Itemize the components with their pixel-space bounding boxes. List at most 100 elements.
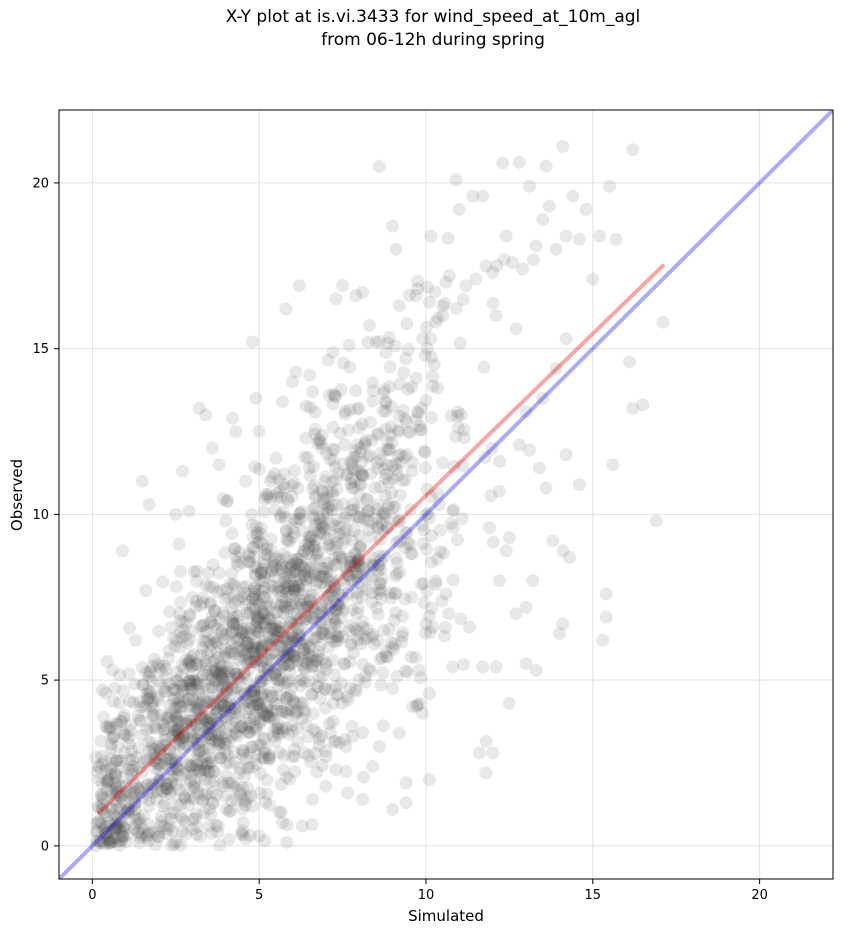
scatter-point [91,799,105,813]
scatter-point [184,703,198,717]
scatter-point [272,728,286,742]
scatter-point [294,597,308,611]
scatter-point [163,743,177,757]
scatter-point [151,693,165,707]
scatter-point [251,652,265,666]
scatter-point [271,726,285,740]
scatter-point [184,682,198,695]
scatter-point [332,551,346,564]
scatter-point [158,819,172,833]
scatter-point [140,699,154,713]
scatter-point [325,485,339,499]
scatter-point [222,735,236,749]
scatter-point [191,786,204,800]
scatter-point [242,652,256,666]
scatter-point [133,695,147,709]
scatter-point [177,789,191,803]
scatter-point [207,694,221,708]
scatter-point [258,635,272,649]
scatter-point [289,697,303,710]
scatter-point [95,802,109,816]
scatter-point [283,689,297,703]
scatter-point [546,534,560,548]
scatter-point [158,729,172,743]
scatter-point [261,638,275,652]
scatter-point [393,377,407,391]
scatter-point [185,729,199,743]
scatter-point [390,463,404,477]
scatter-point [188,811,202,825]
scatter-point [175,630,189,644]
scatter-point [197,725,211,739]
scatter-point [526,574,540,588]
scatter-point [420,280,434,294]
scatter-point [358,436,372,450]
scatter-point [273,553,287,566]
scatter-point [403,426,417,439]
scatter-point [183,714,197,728]
scatter-point [379,395,393,409]
scatter-point [314,601,328,615]
scatter-point [221,494,235,507]
scatter-point [270,697,284,711]
scatter-point [267,712,281,726]
scatter-point [308,427,322,441]
scatter-point [405,455,419,469]
scatter-point [366,628,380,641]
scatter-point [226,777,240,791]
scatter-point [388,637,402,651]
scatter-point [371,461,385,475]
scatter-point [243,555,257,569]
scatter-point [218,737,232,751]
scatter-point [298,450,312,464]
scatter-point [284,682,298,696]
scatter-point [166,824,180,838]
scatter-point [152,826,166,840]
scatter-point [243,606,257,620]
scatter-point [111,740,125,754]
scatter-point [205,786,219,800]
scatter-point [90,817,103,831]
scatter-point [350,438,364,452]
scatter-point [273,621,287,635]
scatter-point [245,519,259,532]
scatter-point [377,623,391,637]
scatter-point [113,696,127,710]
scatter-point [314,626,328,640]
scatter-point [231,593,245,607]
scatter-point [235,719,249,733]
scatter-point [235,720,249,734]
scatter-point [374,562,388,576]
scatter-point [236,792,250,806]
scatter-point [360,492,374,506]
scatter-point [276,395,289,409]
scatter-point [287,476,301,490]
scatter-point [352,421,366,435]
scatter-point [91,765,105,779]
scatter-point [245,656,259,670]
scatter-point [486,296,500,310]
scatter-point [556,544,570,558]
scatter-point [203,802,216,816]
scatter-point [151,757,165,771]
scatter-point [373,577,387,591]
scatter-point [377,549,391,563]
scatter-point [170,634,184,648]
scatter-point [216,623,229,636]
scatter-point [228,579,242,593]
scatter-point [397,366,411,380]
scatter-point [257,558,271,571]
scatter-point [337,525,351,539]
scatter-point [359,433,373,447]
scatter-point [169,736,183,750]
scatter-point [108,816,122,829]
scatter-point [264,622,278,636]
scatter-point [366,384,380,398]
scatter-point [249,619,263,633]
scatter-point [198,664,212,678]
scatter-point [269,451,283,465]
scatter-point [379,422,393,436]
scatter-point [436,456,450,470]
scatter-point [299,610,313,624]
scatter-point [262,751,276,765]
